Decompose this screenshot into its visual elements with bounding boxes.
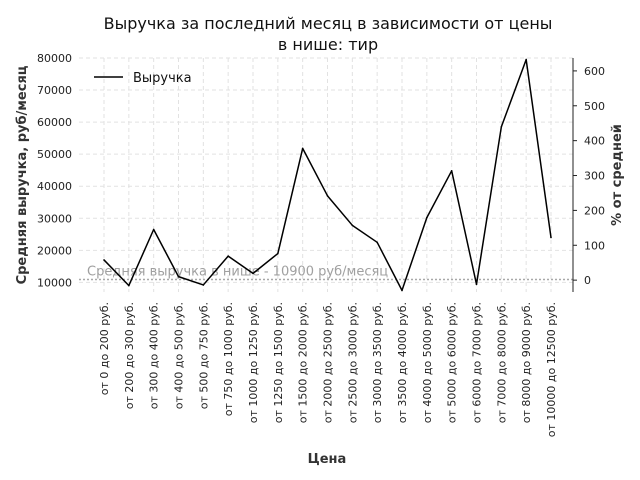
- y-tick-label: 70000: [37, 84, 72, 97]
- grid: [79, 57, 573, 292]
- x-tick-label: от 200 до 300 руб.: [123, 302, 136, 409]
- x-tick-label: от 1500 до 2000 руб.: [297, 302, 310, 423]
- data-point: [376, 241, 378, 244]
- x-axis-label: Цена: [308, 452, 347, 467]
- chart-title-line2: в нише: тир: [278, 35, 378, 54]
- y-tick-label: 60000: [37, 116, 72, 129]
- x-tick-label: от 2500 до 3000 руб.: [346, 302, 359, 423]
- y-axis-label: Средняя выручка, руб/месяц: [15, 65, 30, 284]
- y2-tick-labels: 0 100 200 300 400 500 600: [573, 65, 605, 287]
- y-tick-label: 30000: [37, 212, 72, 225]
- x-tick-labels: от 0 до 200 руб. от 200 до 300 руб. от 300…: [98, 302, 558, 437]
- data-point: [475, 283, 478, 286]
- y-tick-label: 80000: [37, 52, 72, 65]
- series-group: [103, 58, 552, 292]
- x-tick-label: от 2000 до 2500 руб.: [322, 302, 335, 423]
- y2-tick-label: 200: [584, 204, 605, 217]
- y2-axis-label: % от средней: [610, 124, 625, 226]
- y-tick-label: 40000: [37, 180, 72, 193]
- y2-tick-label: 400: [584, 135, 605, 148]
- x-tick-label: от 5000 до 6000 руб.: [446, 302, 459, 423]
- average-label: Средняя выручка в нише - 10900 руб/месяц: [87, 264, 388, 279]
- x-tick-label: от 400 до 500 руб.: [173, 302, 186, 409]
- data-point: [450, 170, 453, 172]
- data-point: [426, 216, 428, 219]
- data-point: [177, 275, 180, 278]
- x-tick-label: от 0 до 200 руб.: [98, 302, 111, 395]
- data-point: [525, 58, 527, 61]
- y2-tick-label: 600: [584, 65, 605, 78]
- legend: Выручка: [94, 71, 192, 86]
- y-tick-labels: 10000 20000 30000 40000 50000 60000 70000 80000: [37, 52, 72, 289]
- y-tick-label: 50000: [37, 148, 72, 161]
- data-point: [277, 252, 279, 255]
- data-point: [351, 224, 354, 227]
- x-tick-label: от 7000 до 8000 руб.: [495, 302, 508, 423]
- x-tick-label: от 3000 до 3500 руб.: [371, 302, 384, 423]
- y2-tick-label: 500: [584, 100, 605, 113]
- chart-title-line1: Выручка за последний месяц в зависимости…: [104, 14, 553, 33]
- x-tick-label: от 750 до 1000 руб.: [222, 302, 235, 416]
- x-tick-label: от 1000 до 1250 руб.: [247, 302, 260, 423]
- data-point: [227, 255, 229, 257]
- x-tick-label: от 4000 до 5000 руб.: [421, 302, 434, 423]
- data-point: [252, 272, 254, 275]
- legend-label: Выручка: [133, 71, 192, 86]
- y-tick-label: 20000: [37, 244, 72, 257]
- data-point: [103, 259, 105, 261]
- y-tick-label: 10000: [37, 276, 72, 289]
- data-point: [152, 228, 155, 231]
- data-point: [550, 236, 552, 239]
- x-tick-label: от 1250 до 1500 руб.: [272, 302, 285, 423]
- x-tick-label: от 3500 до 4000 руб.: [396, 302, 409, 423]
- x-tick-label: от 500 до 750 руб.: [197, 302, 210, 409]
- data-point: [202, 284, 205, 286]
- data-point: [326, 195, 329, 197]
- average-line-group: Средняя выручка в нише - 10900 руб/месяц: [79, 264, 573, 281]
- data-point: [500, 126, 503, 128]
- x-tick-label: от 6000 до 7000 руб.: [471, 302, 484, 423]
- data-point: [128, 284, 130, 287]
- data-point: [401, 289, 403, 292]
- y2-tick-label: 100: [584, 239, 605, 252]
- x-tick-label: от 10000 до 12500 руб.: [545, 302, 558, 437]
- x-tick-label: от 300 до 400 руб.: [148, 302, 161, 409]
- data-point: [301, 147, 304, 150]
- y2-tick-label: 0: [584, 274, 591, 287]
- y2-tick-label: 300: [584, 170, 605, 183]
- x-tick-label: от 8000 до 9000 руб.: [520, 302, 533, 423]
